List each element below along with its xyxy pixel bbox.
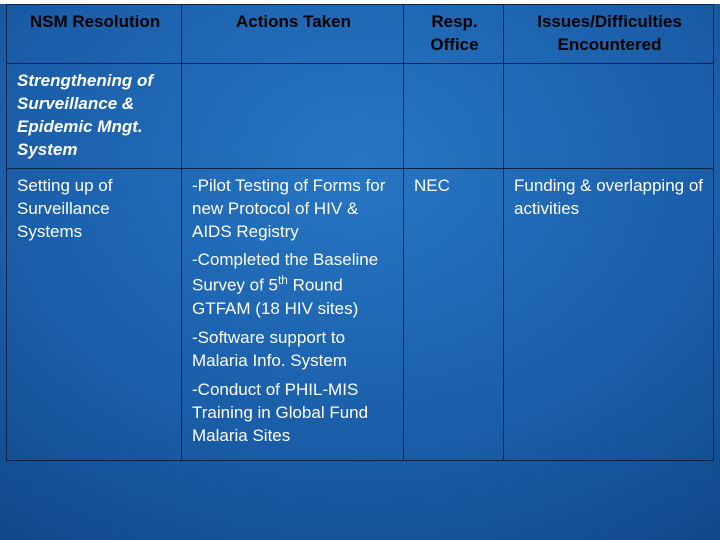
resolutions-table: NSM Resolution Actions Taken Resp. Offic… [6, 4, 714, 461]
cell-actions [182, 63, 404, 168]
cell-actions: -Pilot Testing of Forms for new Protocol… [182, 168, 404, 460]
cell-issues [504, 63, 714, 168]
cell-resolution: Setting up of Surveillance Systems [7, 168, 182, 460]
cell-issues: Funding & overlapping of activities [504, 168, 714, 460]
table-row: Strengthening of Surveillance & Epidemic… [7, 63, 714, 168]
cell-resp-office [404, 63, 504, 168]
col-header-resolution: NSM Resolution [7, 5, 182, 64]
table-header-row: NSM Resolution Actions Taken Resp. Offic… [7, 5, 714, 64]
cell-resp-office: NEC [404, 168, 504, 460]
col-header-resp-office: Resp. Office [404, 5, 504, 64]
cell-resolution: Strengthening of Surveillance & Epidemic… [7, 63, 182, 168]
col-header-issues: Issues/Difficulties Encountered [504, 5, 714, 64]
table-body: Strengthening of Surveillance & Epidemic… [7, 63, 714, 460]
slide: { "headers": { "col1": "NSM Resolution",… [0, 4, 720, 540]
table-row: Setting up of Surveillance Systems-Pilot… [7, 168, 714, 460]
col-header-actions: Actions Taken [182, 5, 404, 64]
